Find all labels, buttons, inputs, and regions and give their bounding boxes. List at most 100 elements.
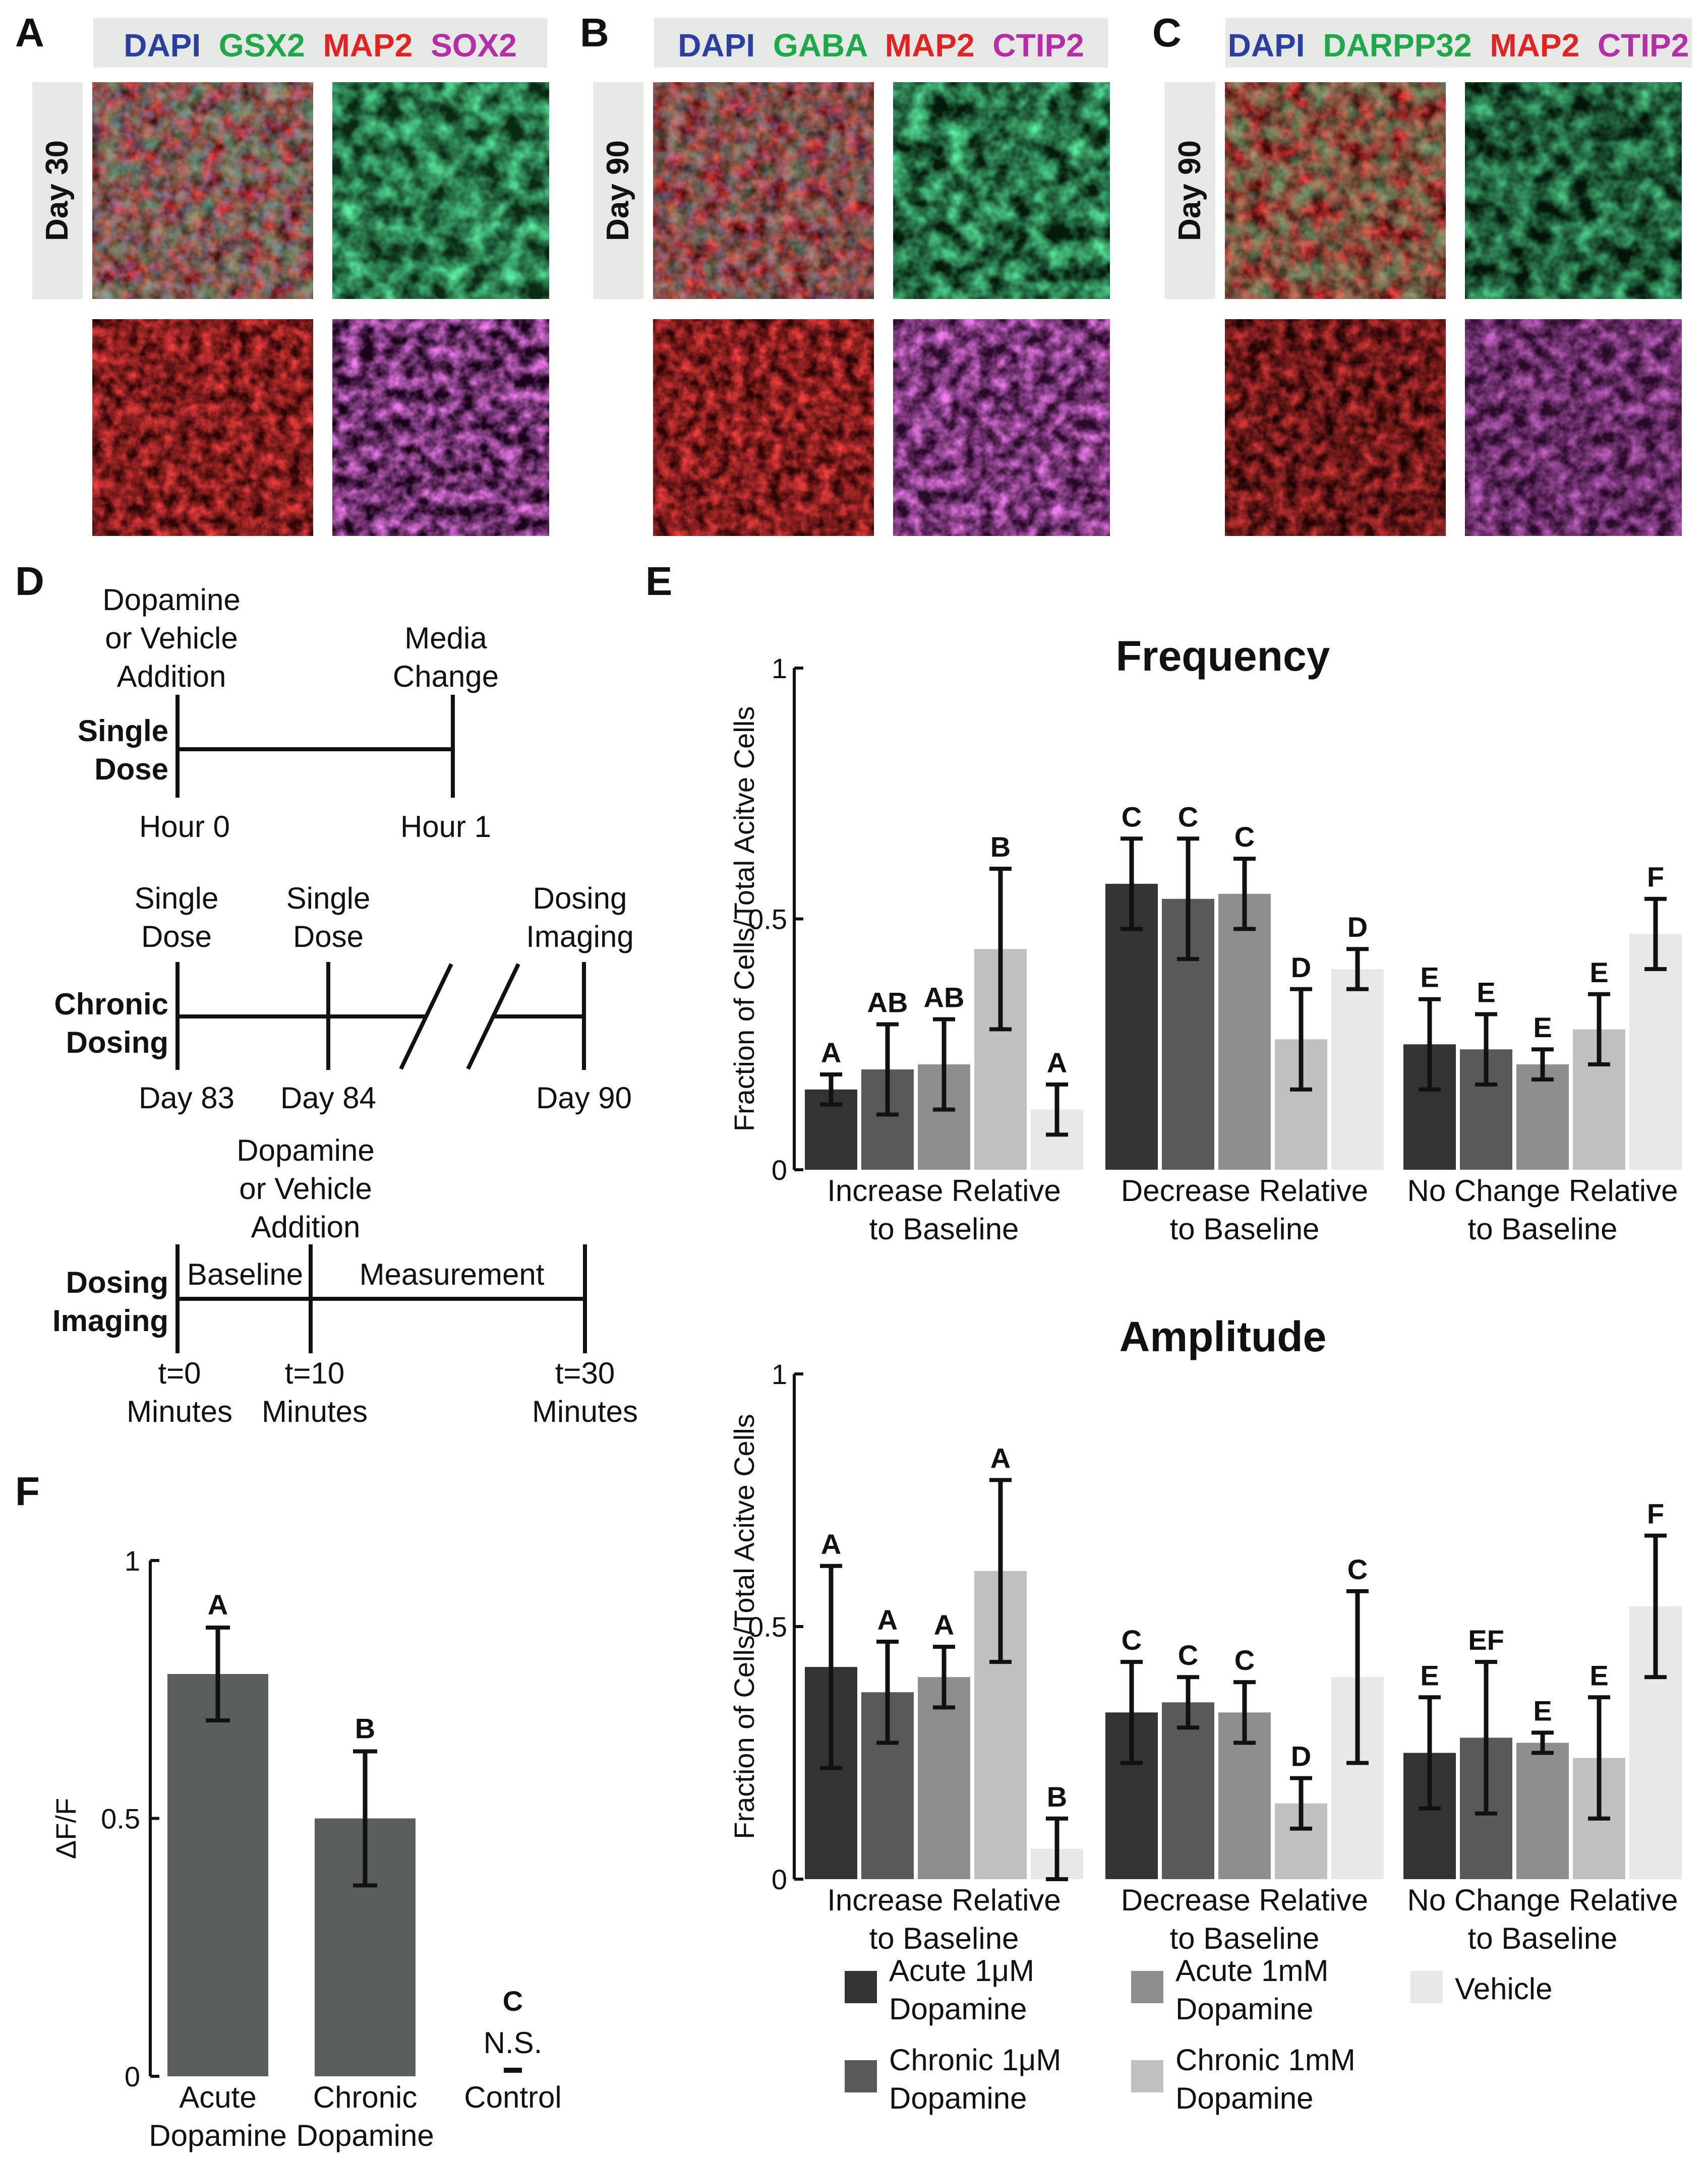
image-merge [1225, 82, 1446, 299]
significance-letter: A [821, 1528, 841, 1560]
imaging-t3-line2: Minutes [532, 1395, 638, 1428]
legend-item: Chronic 1mM Dopamine [1131, 2043, 1356, 2115]
chronic-t3-bottom: Day 90 [536, 1081, 632, 1115]
chronic-t1-top-line2: Dose [141, 920, 212, 953]
chart-title: Amplitude [1120, 1313, 1327, 1360]
category-label: Increase Relative [827, 1883, 1061, 1917]
bar [918, 1677, 970, 1879]
imaging-t1-line2: Minutes [127, 1395, 232, 1428]
significance-letter: D [1291, 951, 1311, 983]
category-label: Increase Relative [827, 1174, 1061, 1208]
single-start-top-line3: Addition [117, 659, 226, 693]
significance-letter: AB [867, 986, 908, 1018]
significance-letter: C [1178, 1639, 1198, 1671]
bar [1629, 934, 1682, 1170]
single-start-bottom: Hour 0 [139, 810, 230, 844]
chronic-t2-top-line1: Single [286, 881, 371, 915]
image-merge [653, 82, 874, 299]
chronic-dosing-timeline: Single Dose Single Dose Dosing Imaging C… [54, 881, 633, 1115]
day-label: Day 90 [1172, 140, 1207, 241]
delta-f-chart: 0 0.5 1 ΔF/F A Acute Dopamine B Chronic Dopamine N… [50, 1545, 562, 2152]
category-label: to Baseline [1170, 1922, 1320, 1955]
panel-label-a: A [15, 10, 44, 55]
y-tick-label: 0 [125, 2061, 140, 2092]
legend-swatch [1131, 2060, 1163, 2092]
significance-letter: E [1533, 1695, 1552, 1726]
channel-dapi: DAPI [1228, 27, 1305, 64]
micrograph-panel-b: DAPI GABA MAP2 CTIP2 Day 90 [593, 18, 1110, 536]
legend-item: Chronic 1μM Dopamine [845, 2043, 1061, 2115]
channel-header-bg [1225, 18, 1692, 68]
channel-dapi: DAPI [678, 27, 755, 64]
chronic-t2-bottom: Day 84 [280, 1081, 376, 1115]
channel-sox2: SOX2 [431, 27, 517, 64]
channel-header-bg [654, 18, 1108, 68]
legend-label: Chronic 1μM [889, 2043, 1061, 2077]
significance-letter: A [1047, 1047, 1067, 1078]
category-label: to Baseline [1170, 1212, 1320, 1246]
day-label-bg [1165, 82, 1215, 299]
y-tick-label: 0.5 [748, 1611, 787, 1643]
imaging-seg1-label: Baseline [187, 1257, 303, 1291]
legend-label: Acute 1mM [1175, 1954, 1328, 1988]
legend-label: Dopamine [889, 2081, 1027, 2115]
category-label: No Change Relative [1407, 1174, 1678, 1208]
significance-letter: B [990, 831, 1011, 863]
break-mark-2 [466, 963, 520, 1070]
bar [1162, 1702, 1214, 1879]
imaging-title-line1: Dosing [66, 1266, 168, 1299]
single-end-top-line2: Change [393, 659, 499, 693]
day-label-bg [32, 82, 83, 299]
image-red [653, 319, 874, 536]
significance-letter: C [503, 1985, 523, 2017]
single-end-bottom: Hour 1 [400, 810, 491, 844]
y-tick-label: 0 [772, 1864, 787, 1895]
y-tick-label: 1 [772, 1358, 787, 1390]
legend-swatch [845, 2060, 877, 2092]
category-label: Dopamine [296, 2119, 434, 2152]
legend-swatch [1410, 1971, 1443, 2003]
y-tick-label: 0 [772, 1154, 787, 1186]
significance-letter: C [1178, 801, 1198, 832]
channel-header-bg [93, 18, 547, 68]
single-start-top-line1: Dopamine [102, 583, 241, 617]
y-tick-label: 0.5 [101, 1803, 140, 1835]
imaging-t1-line1: t=0 [158, 1356, 201, 1390]
frequency-chart: Frequency 0 0.5 1 Fraction of Cells/Total Ac… [728, 632, 1682, 1246]
legend-swatch [1131, 1971, 1163, 2003]
y-tick-label: 1 [772, 652, 787, 684]
category-label: Decrease Relative [1121, 1883, 1368, 1917]
single-start-top-line2: or Vehicle [105, 621, 238, 655]
imaging-t2-line1: t=10 [285, 1356, 344, 1390]
significance-letter: E [1589, 956, 1608, 988]
legend-label: Chronic 1mM [1175, 2043, 1356, 2077]
dosing-imaging-timeline: Dopamine or Vehicle Addition Dosing Imag… [52, 1133, 638, 1428]
break-mark-1 [399, 963, 453, 1070]
annotation-ns: N.S. [484, 2026, 543, 2060]
chart-title: Frequency [1116, 632, 1330, 680]
imaging-mid-top-line2: or Vehicle [239, 1172, 372, 1206]
image-magenta [893, 319, 1110, 536]
significance-letter: C [1347, 1553, 1368, 1585]
channel-gaba: GABA [773, 27, 867, 64]
significance-letter: A [990, 1442, 1011, 1474]
timeline-panel-d: Dopamine or Vehicle Addition Media Chang… [52, 583, 638, 1428]
channel-header: DAPI DARPP32 MAP2 CTIP2 [1228, 27, 1689, 64]
chronic-t2-top-line2: Dose [293, 920, 364, 953]
day-label: Day 90 [601, 140, 635, 241]
significance-letter: E [1533, 1011, 1552, 1043]
category-label: to Baseline [1468, 1212, 1618, 1246]
imaging-t2-line2: Minutes [262, 1395, 368, 1428]
panel-label-f: F [15, 1469, 40, 1514]
category-label: to Baseline [869, 1212, 1019, 1246]
panel-label-d: D [15, 559, 44, 604]
panel-label-b: B [580, 10, 609, 55]
imaging-mid-top-line3: Addition [251, 1210, 361, 1244]
y-axis-label: ΔF/F [50, 1798, 82, 1859]
chart-legend: Acute 1μM Dopamine Acute 1mM Dopamine Vehicl… [845, 1954, 1552, 2115]
chronic-title-line1: Chronic [54, 987, 168, 1021]
micrograph-panel-a: DAPI GSX2 MAP2 SOX2 Day 30 [32, 18, 549, 536]
significance-letter: F [1647, 1498, 1664, 1530]
bar [1218, 893, 1271, 1170]
